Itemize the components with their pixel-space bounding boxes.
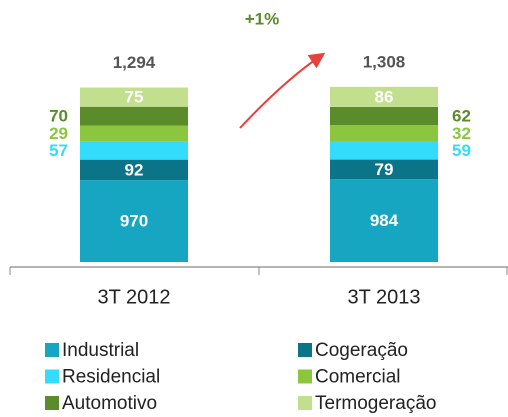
bar-segment bbox=[330, 141, 438, 160]
legend-label: Industrial bbox=[62, 340, 139, 361]
legend-swatch bbox=[298, 369, 312, 384]
value-label: 86 bbox=[375, 87, 394, 106]
value-label: 32 bbox=[452, 124, 471, 143]
legend-swatch bbox=[298, 396, 312, 410]
value-label: 59 bbox=[452, 141, 471, 160]
total-label: 1,294 bbox=[113, 53, 156, 72]
bar-segment bbox=[330, 179, 438, 262]
legend-label: Residencial bbox=[62, 367, 160, 388]
value-label: 92 bbox=[125, 160, 144, 179]
growth-arrow bbox=[239, 52, 326, 129]
value-label: 29 bbox=[49, 124, 68, 143]
legend-label: Cogeração bbox=[315, 340, 408, 361]
legend-label: Comercial bbox=[315, 367, 401, 388]
legend-swatch bbox=[45, 343, 59, 357]
x-tick-label: 3T 2013 bbox=[347, 286, 420, 308]
bar-segment bbox=[80, 106, 188, 126]
value-label: 62 bbox=[452, 107, 471, 126]
total-label: 1,308 bbox=[363, 52, 406, 71]
bar-segment bbox=[80, 87, 188, 107]
bar-segment bbox=[330, 159, 438, 180]
bar-segment bbox=[80, 180, 188, 262]
bar-segment bbox=[330, 86, 438, 107]
bar-segment bbox=[330, 125, 438, 142]
bar-segment bbox=[330, 106, 438, 126]
legend-swatch bbox=[45, 369, 59, 384]
value-label: 984 bbox=[370, 211, 399, 230]
value-label: 75 bbox=[125, 88, 144, 107]
legend-label: Termogeração bbox=[315, 393, 436, 414]
value-label: 70 bbox=[49, 107, 68, 126]
x-tick-label: 3T 2012 bbox=[97, 286, 170, 308]
bar-segment bbox=[80, 141, 188, 160]
bar-segment bbox=[80, 125, 188, 142]
legend-swatch bbox=[45, 396, 59, 410]
legend-swatch bbox=[298, 343, 312, 357]
value-label: 970 bbox=[120, 212, 148, 231]
legend-label: Automotivo bbox=[62, 393, 157, 414]
value-label: 57 bbox=[49, 141, 68, 160]
bar-segment bbox=[80, 159, 188, 181]
annotation: +1% bbox=[245, 9, 280, 28]
value-label: 79 bbox=[375, 160, 394, 179]
